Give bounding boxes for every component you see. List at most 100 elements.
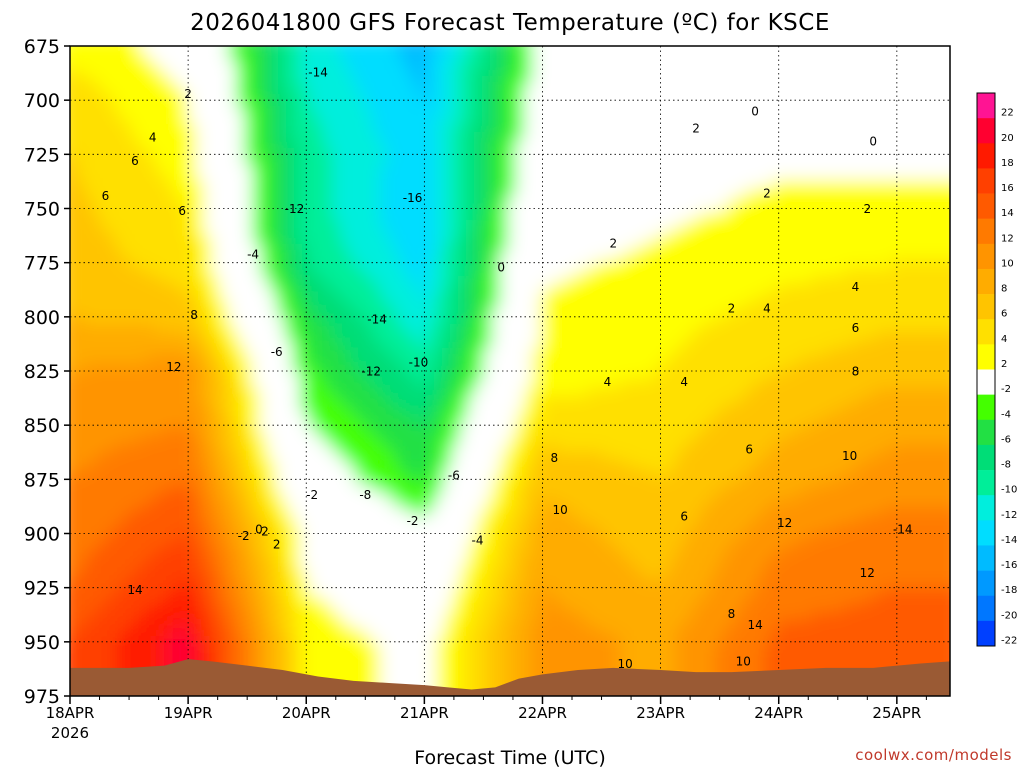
colorbar-swatch: [977, 570, 995, 597]
x-tick-label: 19APR: [164, 704, 213, 722]
colorbar-label: 20: [1001, 133, 1014, 144]
contour-label: 6: [178, 204, 186, 218]
contour-label: 8: [190, 308, 198, 322]
credit-text: coolwx.com/models: [855, 746, 1012, 764]
contour-label: 2: [763, 187, 771, 201]
y-tick-label: 775: [24, 253, 60, 275]
contour-label: -14: [367, 312, 387, 326]
colorbar-swatch: [977, 520, 995, 546]
contour-label: 8: [852, 364, 860, 378]
x-axis-year: 2026: [51, 724, 89, 742]
contour-label: 8: [728, 607, 736, 621]
contour-label: -12: [361, 364, 381, 378]
colorbar-swatch: [977, 168, 995, 194]
contour-label: 6: [745, 442, 753, 456]
x-tick-label: 25APR: [872, 704, 921, 722]
y-tick-label: 825: [24, 361, 60, 383]
colorbar-swatch: [977, 243, 995, 270]
y-tick-label: 850: [24, 415, 60, 437]
contour-label: 4: [852, 280, 860, 294]
y-tick-label: 675: [24, 36, 60, 58]
colorbar-label: 14: [1001, 208, 1014, 219]
colorbar-label: -18: [1001, 585, 1017, 596]
colorbar-label: 22: [1001, 108, 1014, 119]
contour-label: 12: [166, 360, 181, 374]
colorbar-label: 8: [1001, 284, 1007, 295]
contour-label: -2: [238, 529, 250, 543]
y-tick-label: 875: [24, 469, 60, 491]
y-tick-label: 800: [24, 307, 60, 329]
contour-label: 0: [497, 260, 505, 274]
x-tick-label: 23APR: [636, 704, 685, 722]
contour-label: 2: [273, 538, 281, 552]
contour-label: 2: [184, 87, 192, 101]
colorbar-swatch: [977, 344, 995, 370]
colorbar-swatch: [977, 394, 995, 421]
y-tick-label: 925: [24, 578, 60, 600]
contour-label: -14: [308, 65, 328, 79]
contour-label: -6: [271, 345, 283, 359]
contour-label: 2: [261, 525, 269, 539]
colorbar-label: -4: [1001, 409, 1011, 420]
colorbar-label: -6: [1001, 434, 1011, 445]
x-tick-label: 21APR: [400, 704, 449, 722]
contour-label: 2: [692, 122, 700, 136]
x-tick-label: 20APR: [282, 704, 331, 722]
colorbar-label: -2: [1001, 384, 1011, 395]
y-axis: 675 700 725 750 775 800 825 850 875 900 925 950 975: [24, 36, 70, 708]
contour-label: -14: [893, 523, 913, 537]
colorbar-swatch: [977, 620, 995, 647]
contour-label: 2: [728, 302, 736, 316]
contour-label: 4: [680, 375, 688, 389]
temperature-field: [70, 46, 950, 696]
contour-label: -6: [448, 468, 460, 482]
colorbar-swatch: [977, 495, 995, 521]
contour-label: 6: [680, 510, 688, 524]
contour-label: -12: [285, 202, 305, 216]
colorbar-frame: [976, 92, 996, 647]
contour-label: 6: [102, 189, 110, 203]
x-tick-label: 18APR: [46, 704, 95, 722]
x-tick-label: 22APR: [518, 704, 567, 722]
chart-title: 2026041800 GFS Forecast Temperature (ºC)…: [190, 10, 830, 36]
contour-label: 12: [860, 566, 875, 580]
x-tick-label: 24APR: [754, 704, 803, 722]
contour-label: -8: [359, 488, 371, 502]
y-tick-label: 725: [24, 144, 60, 166]
contour-label: -16: [403, 191, 423, 205]
contour-label: 10: [618, 657, 633, 671]
terrain-ground: [70, 659, 950, 696]
contour-label: 0: [869, 135, 877, 149]
colorbar-label: -14: [1001, 535, 1017, 546]
contour-label: 10: [736, 655, 751, 669]
contour-label: 2: [610, 237, 618, 251]
contour-label: -4: [472, 533, 484, 547]
colorbar-swatch: [977, 369, 995, 395]
colorbar-label: 16: [1001, 183, 1014, 194]
colorbar-swatch: [977, 268, 995, 295]
contour-label: -2: [407, 514, 419, 528]
contour-label: 10: [842, 449, 857, 463]
x-axis-label: Forecast Time (UTC): [414, 747, 605, 768]
colorbar-swatch: [977, 143, 995, 169]
contour-label: 4: [763, 302, 771, 316]
colorbar-label: 4: [1001, 334, 1007, 345]
contour-label: 6: [852, 321, 860, 335]
colorbar-swatch: [977, 319, 995, 345]
contour-label: 2: [863, 202, 871, 216]
colorbar-label: 18: [1001, 158, 1014, 169]
colorbar-label: -22: [1001, 635, 1017, 646]
contour-label: 14: [747, 618, 762, 632]
x-axis: 18APR 19APR 20APR 21APR 22APR 23APR 24APR 25APR: [46, 696, 927, 722]
colorbar-swatch: [977, 419, 995, 446]
colorbar-label: 10: [1001, 258, 1014, 269]
colorbar-label: 2: [1001, 359, 1007, 370]
y-tick-label: 975: [24, 686, 60, 708]
colorbar-swatch: [977, 294, 995, 320]
colorbar-swatch: [977, 545, 995, 571]
contour-label: 0: [255, 523, 263, 537]
contour-label: 0: [751, 104, 759, 118]
